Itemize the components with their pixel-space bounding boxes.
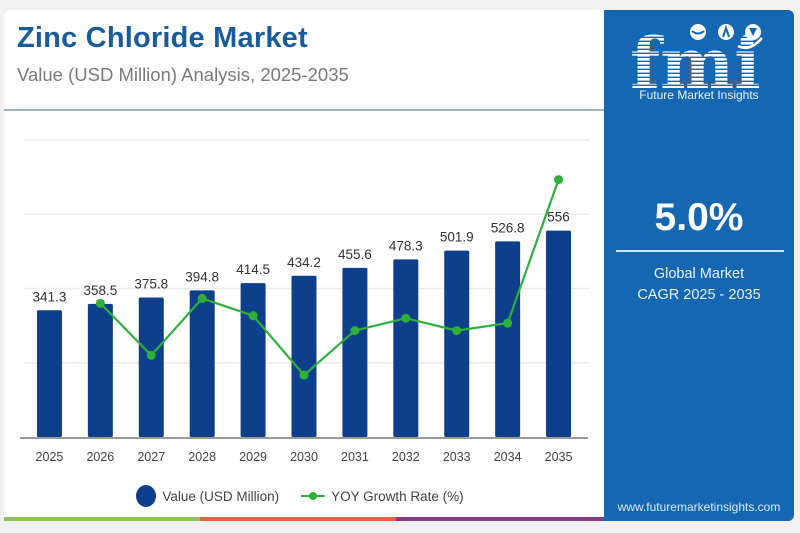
x-tick-2027: 2027 bbox=[137, 450, 165, 464]
logo-person-icon bbox=[718, 24, 734, 40]
bar-2029 bbox=[240, 283, 266, 437]
bar-label-2026: 358.5 bbox=[83, 283, 117, 298]
yoy-point-2029 bbox=[248, 311, 258, 321]
side-panel: fmi Future Market Insights 5.0% Global M… bbox=[604, 10, 794, 521]
bar-label-2029: 414.5 bbox=[236, 262, 270, 277]
bar-label-2030: 434.2 bbox=[287, 255, 321, 270]
chart-subtitle: Value (USD Million) Analysis, 2025-2035 bbox=[17, 64, 349, 85]
bar-2028 bbox=[189, 290, 215, 437]
x-tick-2028: 2028 bbox=[188, 450, 216, 464]
bar-2027 bbox=[138, 297, 164, 437]
yoy-point-2026 bbox=[95, 298, 105, 308]
chart-plot: 341.3 358.5 375.8 394.8 414.5 434.2 455.6 478.3… bbox=[20, 139, 590, 464]
website-link[interactable]: www.futuremarketinsights.com bbox=[617, 500, 781, 514]
x-tick-2035: 2035 bbox=[545, 450, 573, 464]
yoy-point-2035 bbox=[554, 175, 564, 185]
cagr-label-line2: CAGR 2025 - 2035 bbox=[637, 287, 761, 303]
bar-label-2033: 501.9 bbox=[440, 230, 474, 245]
logo-tagline: Future Market Insights bbox=[639, 88, 759, 102]
bar-labels: 341.3 358.5 375.8 394.8 414.5 434.2 455.6 478.3… bbox=[33, 210, 570, 305]
legend-label-value: Value (USD Million) bbox=[162, 488, 280, 504]
bar-2025 bbox=[36, 310, 62, 437]
yoy-point-2031 bbox=[350, 326, 360, 336]
x-tick-2025: 2025 bbox=[36, 450, 64, 464]
bar-2032 bbox=[393, 259, 419, 437]
yoy-point-2028 bbox=[197, 293, 207, 303]
chart-title: Zinc Chloride Market bbox=[17, 22, 308, 54]
legend-item-yoy[interactable]: YOY Growth Rate (%) bbox=[301, 489, 464, 504]
footer-strip-orange bbox=[200, 517, 396, 521]
fmi-logo: fmi bbox=[630, 22, 763, 96]
cagr-value: 5.0% bbox=[654, 196, 744, 239]
x-tick-2033: 2033 bbox=[443, 450, 471, 464]
yoy-point-2027 bbox=[146, 350, 156, 360]
bar-label-2025: 341.3 bbox=[33, 289, 67, 304]
x-tick-2032: 2032 bbox=[392, 450, 420, 464]
logo-globe-icon bbox=[690, 24, 706, 40]
bar-label-2028: 394.8 bbox=[185, 269, 219, 284]
cagr-label-line1: Global Market bbox=[653, 266, 745, 282]
yoy-point-2033 bbox=[452, 326, 462, 336]
x-tick-2030: 2030 bbox=[290, 450, 318, 464]
bars-series bbox=[36, 230, 572, 437]
x-tick-2026: 2026 bbox=[86, 450, 114, 464]
bar-label-2027: 375.8 bbox=[134, 276, 168, 291]
footer-strip-purple bbox=[396, 517, 604, 521]
x-tick-2031: 2031 bbox=[341, 450, 369, 464]
yoy-line-series bbox=[95, 175, 564, 380]
bar-label-2034: 526.8 bbox=[491, 220, 525, 235]
yoy-point-2032 bbox=[401, 313, 411, 323]
bar-2035 bbox=[546, 230, 572, 437]
legend: Value (USD Million) YOY Growth Rate (%) bbox=[0, 484, 600, 508]
x-tick-2034: 2034 bbox=[494, 450, 522, 464]
cagr-divider bbox=[616, 250, 784, 252]
bar-label-2031: 455.6 bbox=[338, 247, 372, 262]
bar-2033 bbox=[444, 250, 470, 437]
bar-label-2035: 556 bbox=[547, 210, 570, 225]
title-divider bbox=[4, 109, 604, 111]
footer-strip-green bbox=[4, 517, 200, 521]
legend-label-yoy: YOY Growth Rate (%) bbox=[331, 488, 464, 504]
bar-label-2032: 478.3 bbox=[389, 238, 423, 253]
bar-2031 bbox=[342, 267, 368, 437]
yoy-point-2034 bbox=[503, 318, 513, 328]
yoy-point-2030 bbox=[299, 370, 309, 380]
x-tick-2029: 2029 bbox=[239, 450, 267, 464]
bar-2034 bbox=[495, 241, 521, 437]
bar-2026 bbox=[87, 303, 113, 437]
legend-item-value[interactable]: Value (USD Million) bbox=[136, 485, 279, 507]
x-tick-labels: 2025 2026 2027 2028 2029 2030 2031 2032 2033 2034… bbox=[36, 450, 573, 464]
bar-2030 bbox=[291, 275, 317, 437]
legend-circle-icon bbox=[136, 485, 157, 507]
yoy-line bbox=[99, 179, 560, 377]
legend-line-dot-icon bbox=[301, 491, 326, 501]
